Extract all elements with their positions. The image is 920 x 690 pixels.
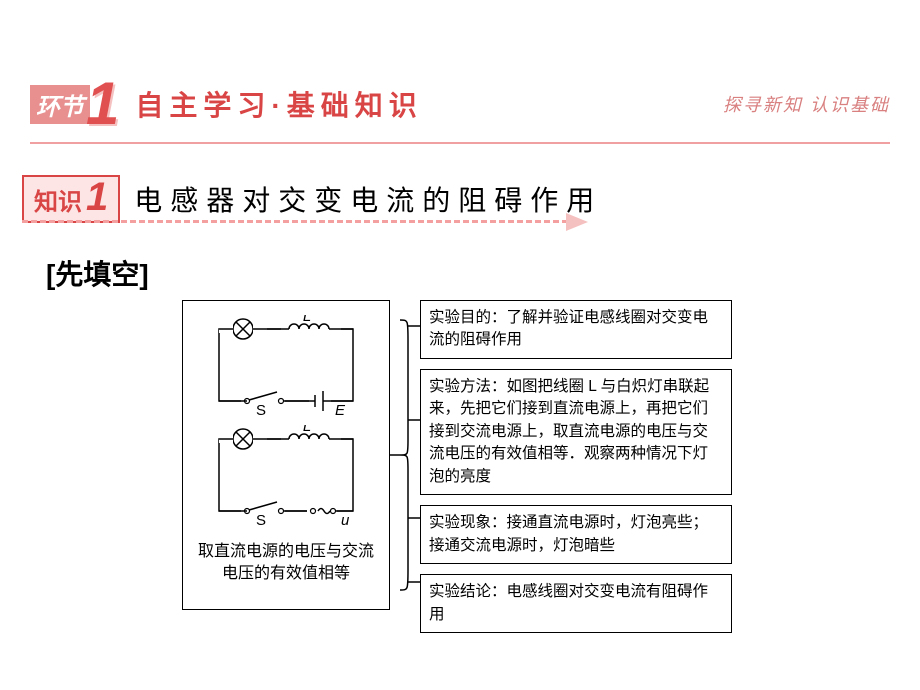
fill-blank-label: [先填空]	[46, 253, 149, 293]
label-L2-text: L	[303, 425, 311, 435]
bracket	[390, 300, 420, 610]
zhishi-number: 1	[86, 181, 108, 213]
bracket-svg	[390, 300, 420, 610]
huanjie-badge: 环节 1	[30, 80, 119, 128]
zhishi-label: 知识	[34, 182, 82, 217]
dashed-arrow	[22, 220, 568, 223]
box-method: 实验方法：如图把线圈 L 与白炽灯串联起来，先把它们接到直流电源上，再把它们接到…	[420, 369, 732, 495]
header: 环节 1 自主学习·基础知识 探寻新知 认识基础	[30, 80, 890, 128]
label-S1-text: S	[256, 402, 266, 415]
header-title: 自主学习·基础知识	[135, 84, 422, 124]
label-L1-text: L	[303, 315, 311, 325]
right-column: 实验目的：了解并验证电感线圈对交变电流的阻碍作用 实验方法：如图把线圈 L 与白…	[420, 300, 732, 633]
box-purpose: 实验目的：了解并验证电感线圈对交变电流的阻碍作用	[420, 300, 732, 359]
circuit-top-svg: L S E	[201, 315, 371, 415]
zhishi-badge: 知识 1	[22, 175, 120, 223]
box-conclusion: 实验结论：电感线圈对交变电流有阻碍作用	[420, 574, 732, 633]
circuit-box: L S E	[182, 300, 390, 610]
section-title: 电感器对交变电流的阻碍作用	[134, 179, 602, 219]
section-row: 知识 1 电感器对交变电流的阻碍作用	[22, 175, 602, 223]
circuit-bottom-svg: L S u	[201, 425, 371, 525]
label-S2-text: S	[256, 512, 266, 525]
huanjie-number: 1	[86, 80, 119, 128]
huanjie-label: 环节	[30, 85, 90, 124]
diagram: L S E	[182, 300, 732, 633]
header-left: 环节 1 自主学习·基础知识	[30, 80, 423, 128]
header-underline	[30, 142, 890, 144]
label-E-text: E	[335, 402, 346, 415]
label-u-text: u	[341, 512, 350, 525]
circuit-caption: 取直流电源的电压与交流电压的有效值相等	[183, 541, 389, 586]
header-right-text: 探寻新知 认识基础	[723, 91, 890, 117]
box-phenomenon: 实验现象：接通直流电源时，灯泡亮些；接通交流电源时，灯泡暗些	[420, 505, 732, 564]
